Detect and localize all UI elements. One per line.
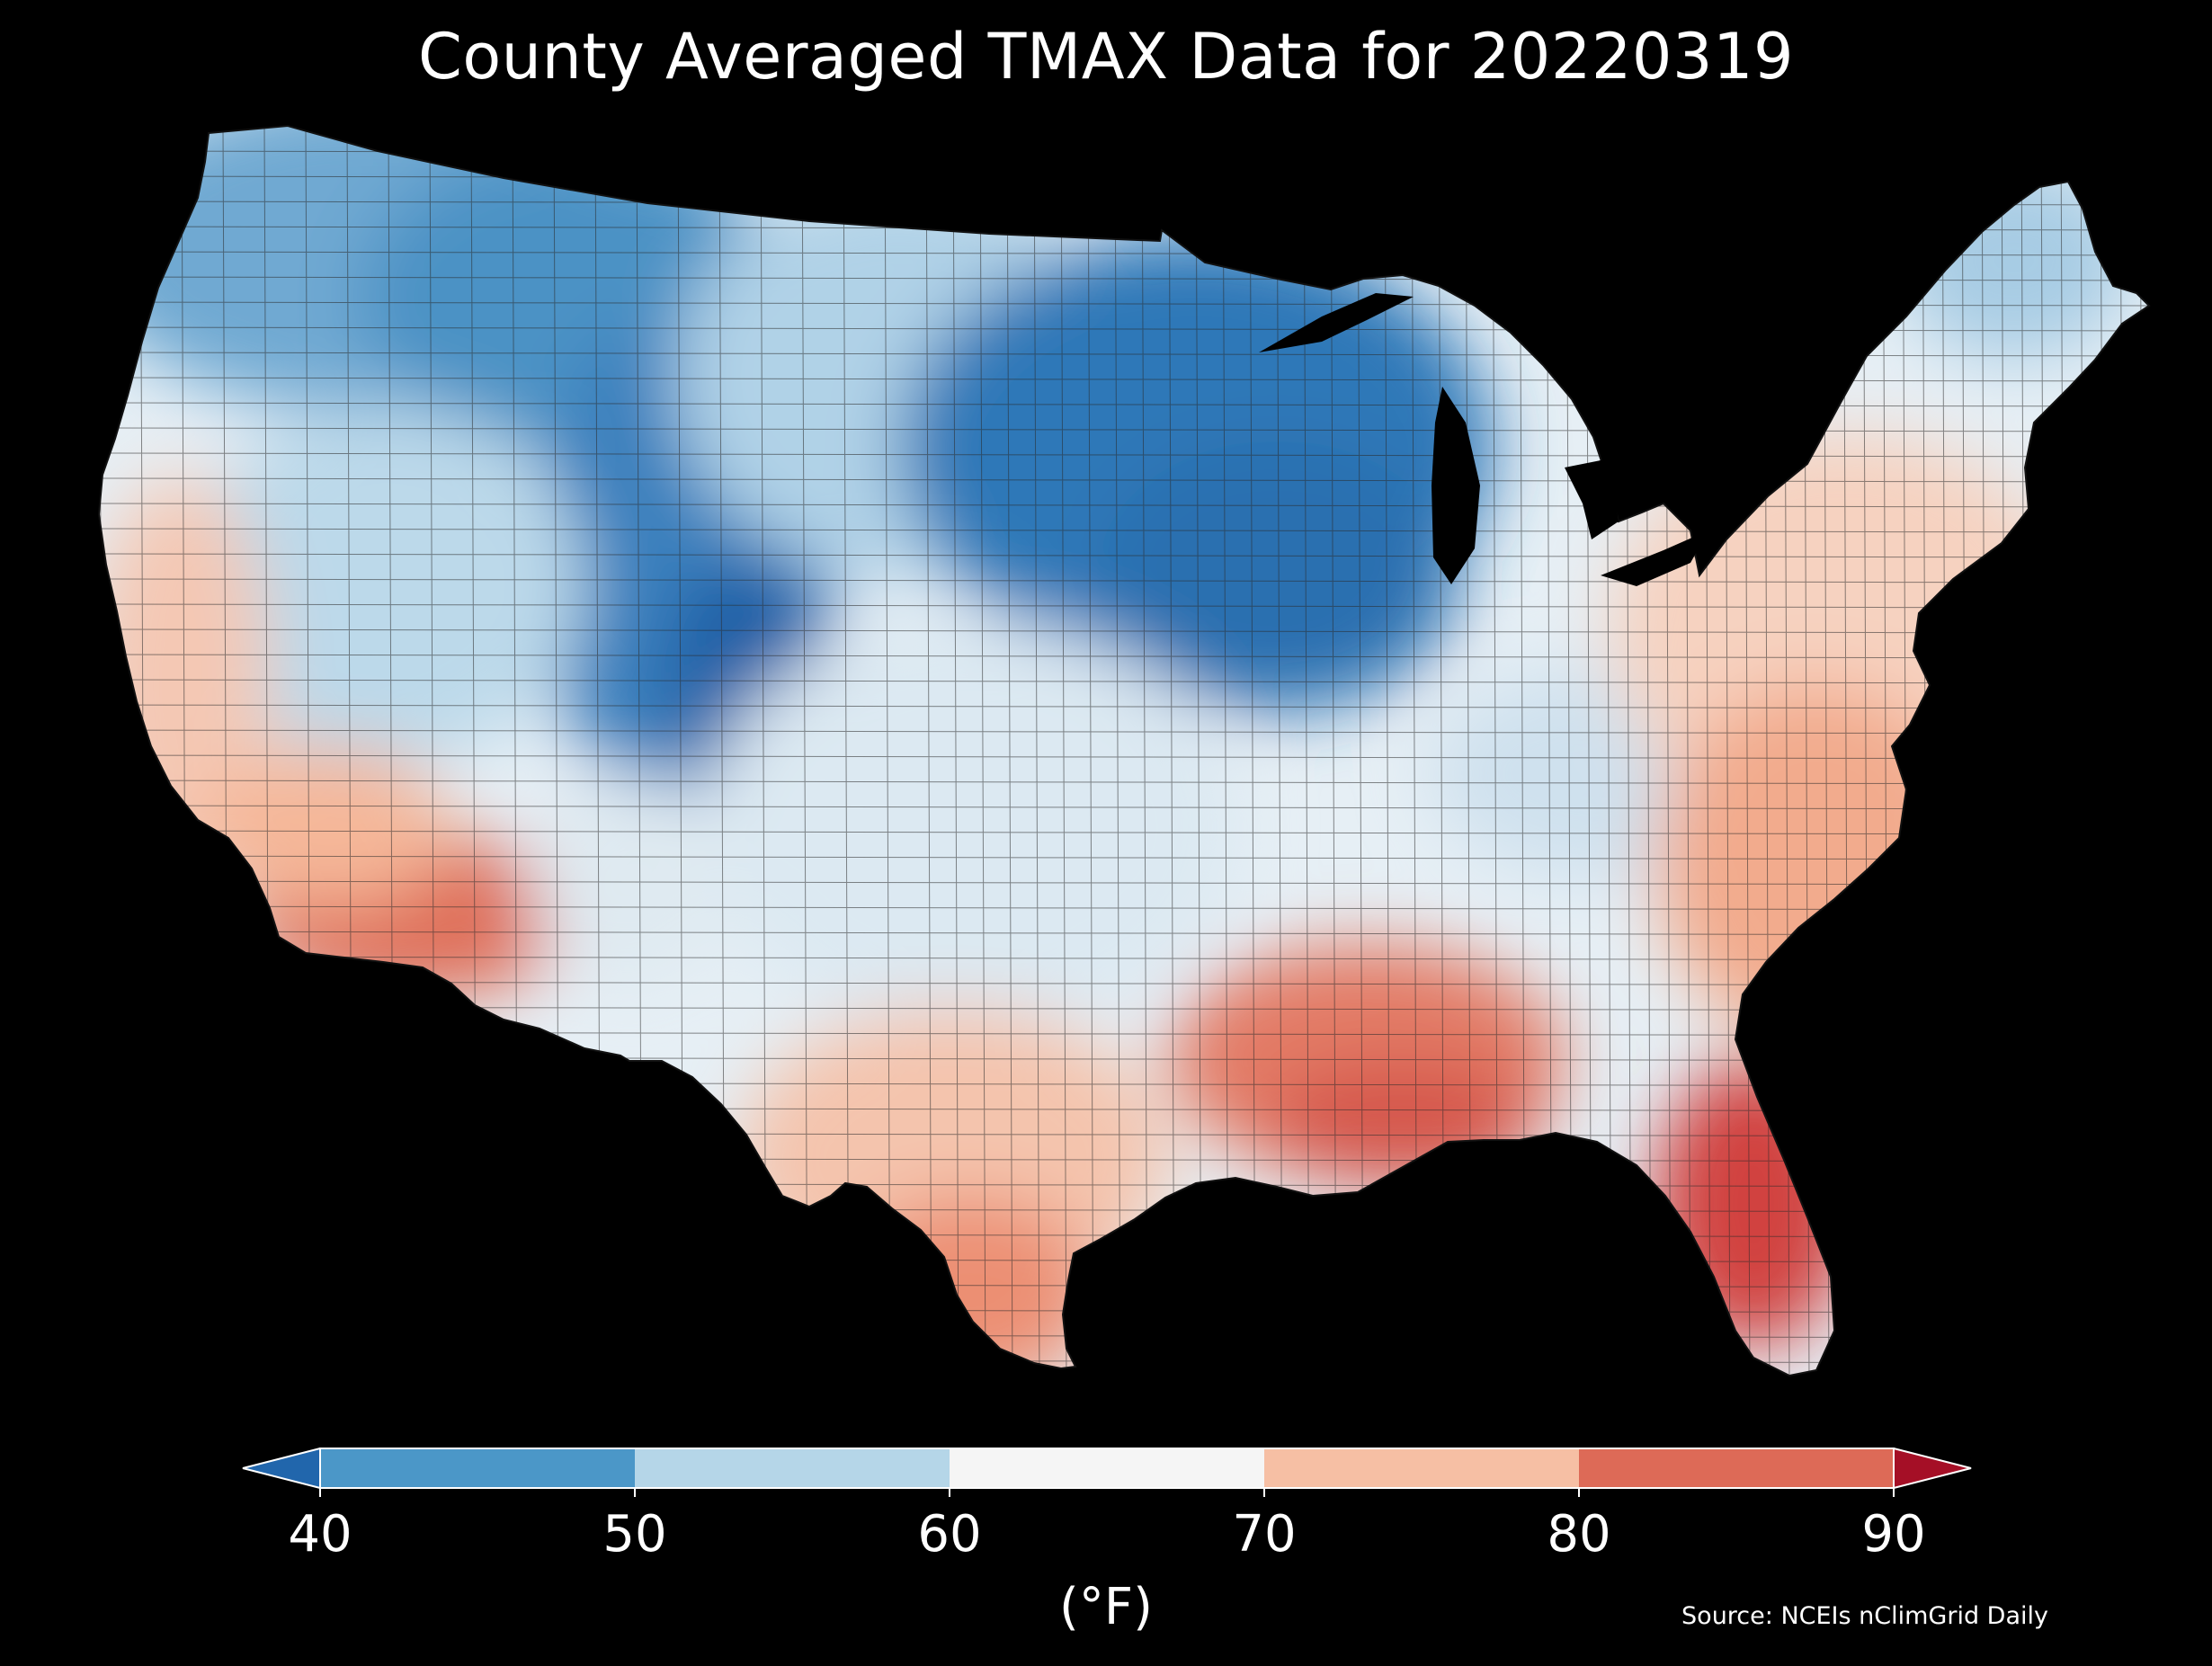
zone-central-plains — [701, 620, 1241, 1034]
zone-maine — [1897, 162, 2131, 360]
zone-socal — [198, 746, 450, 908]
colorbar-tick-label: 40 — [288, 1505, 352, 1564]
source-credit: Source: NCEIs nClimGrid Daily — [1681, 1602, 2048, 1630]
zone-south-texas — [845, 1196, 1097, 1376]
great-lakes — [1259, 293, 1708, 586]
zone-florida — [1655, 1061, 1852, 1349]
colorbar-tick-label: 70 — [1232, 1505, 1297, 1564]
colorbar-tick-label: 50 — [602, 1505, 667, 1564]
colorbar-unit-label: (°F) — [1059, 1578, 1153, 1636]
zone-great-basin — [189, 405, 584, 764]
colorbar-tick-label: 80 — [1547, 1505, 1611, 1564]
map-title: County Averaged TMAX Data for 20220319 — [417, 20, 1795, 94]
lake-erie — [1601, 530, 1708, 586]
lake-superior — [1259, 293, 1414, 352]
colorbar-tick-label: 90 — [1861, 1505, 1926, 1564]
lake-michigan — [1432, 387, 1480, 584]
zone-iowa-illinois — [1097, 441, 1457, 710]
zone-carolinas — [1655, 683, 1978, 1043]
temperature-zones — [99, 126, 2131, 1376]
colorbar-tick-label: 60 — [917, 1505, 982, 1564]
lake-huron — [1565, 459, 1619, 539]
zone-new-mexico — [531, 773, 728, 989]
